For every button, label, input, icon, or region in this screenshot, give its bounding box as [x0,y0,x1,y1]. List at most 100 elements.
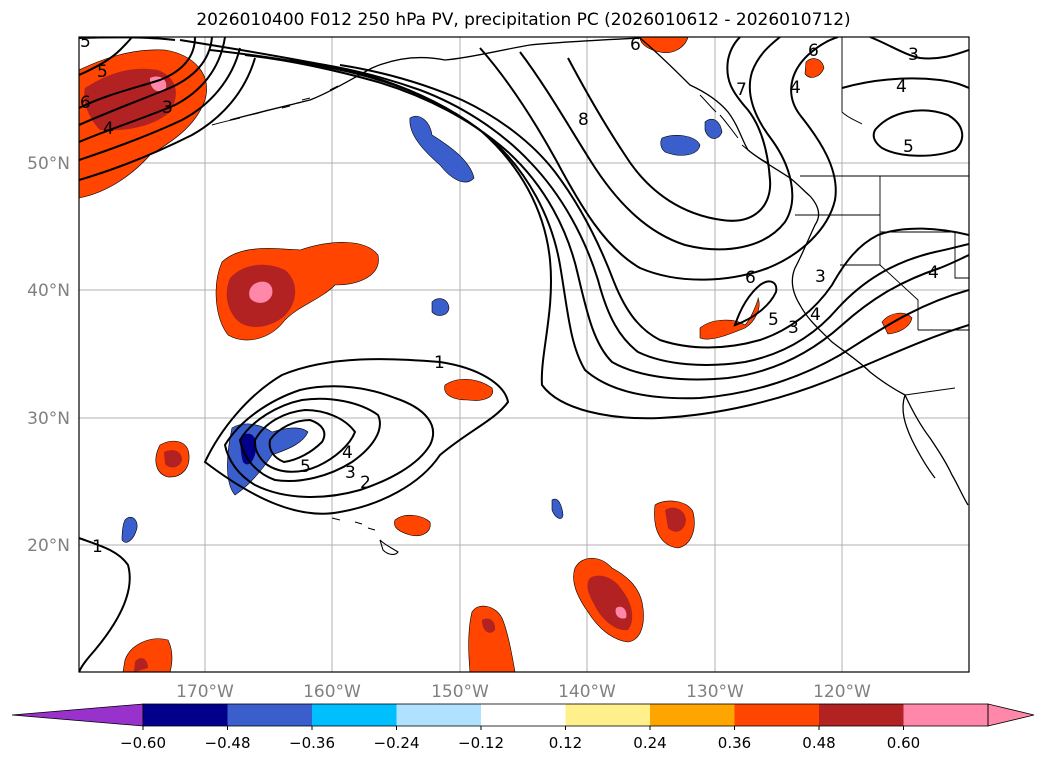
precip-blob-57n-east [804,58,825,78]
pv-contour-2 [223,385,435,498]
border-idaho [879,176,955,233]
border-california-nevada-diag [879,264,919,330]
contour-label: 3 [908,45,919,65]
pv-contour-1-west [79,537,131,672]
contour-label: 4 [342,443,353,463]
contour-label: 4 [810,305,821,325]
contour-label: 8 [578,110,589,130]
precip-blob-sw-corner-core [134,658,148,672]
pv-contour-3 [238,397,381,483]
colorbar-segment [903,704,989,726]
colorbar-tick-label: −0.36 [289,734,335,752]
contour-label: 3 [345,463,356,483]
colorbar-segment [143,704,228,726]
lon-tick-label: 160°W [303,682,361,702]
contour-label: 6 [745,268,756,288]
colorbar-tick-label: 0.24 [633,734,666,752]
pv-contour-nw-3 [79,37,226,143]
colorbar-segment [481,704,566,726]
pv-contour-5 [268,418,326,464]
lat-tick-labels: 50°N 40°N 30°N 20°N [27,154,70,556]
border-us-mexico [904,387,956,396]
pv-contour-4-east [841,77,969,89]
pv-contour-nw-4 [79,47,241,161]
colorbar-segment [819,704,904,726]
colorbar-segment [312,704,397,726]
colorbar-segment [565,704,651,726]
precip-negative-blob-20n [121,516,138,543]
hawaii-islands [331,517,399,555]
lon-tick-label: 120°W [813,682,871,702]
colorbar-segment [227,704,313,726]
precip-blob-32n [444,379,493,401]
precip-blob-south-central [468,605,516,672]
coastline-baja [902,394,936,479]
lon-tick-label: 140°W [558,682,616,702]
pv-contour-5-east [872,109,964,157]
precip-blob-26n-core [164,450,182,468]
contour-label: 4 [896,77,907,97]
contour-label: 5 [97,62,108,82]
lat-tick-label: 50°N [27,154,70,174]
contour-label: 1 [434,353,445,373]
precip-negative-blob-51n [660,135,701,156]
precip-blob-40n-peak [249,281,273,303]
island-archipelago-se-alaska [699,94,769,164]
coastlines [211,37,969,555]
colorbar-extend-high [987,703,1035,727]
aleutian-islands [211,85,339,126]
colorbar-segment [396,704,482,726]
precip-blob-37n-coast [881,312,913,335]
lon-tick-label: 170°W [176,682,234,702]
colorbar-tick-label: 0.12 [549,734,582,752]
contour-label: 5 [80,32,91,52]
contour-label: 4 [928,263,939,283]
colorbar-segment [734,704,820,726]
pv-contour-ridge-3 [244,54,969,381]
coastline-us-west [791,195,969,506]
contour-labels: 1 1 2 3 4 5 5 3 4 6 8 7 6 4 3 5 4 3 6 5 … [80,32,939,557]
colorbar-tick-label: −0.60 [120,734,166,752]
border-alaska-canada [841,37,863,125]
pv-contour-nw-6 [79,37,133,76]
lon-tick-labels: 170°W 160°W 150°W 140°W 130°W 120°W [176,682,871,702]
contour-label: 3 [815,267,826,287]
colorbar-tick-label: −0.48 [205,734,251,752]
map-plot-area [79,37,969,672]
colorbar-tick-label: 0.48 [802,734,835,752]
contour-label: 5 [903,137,914,157]
lat-tick-label: 20°N [27,536,70,556]
precip-shading [79,37,913,672]
borders [795,37,969,396]
map-frame [78,36,970,673]
colorbar-extend-low [11,703,144,727]
contour-label: 2 [360,473,371,493]
precip-negative-blob-52n [409,115,475,183]
coastline-alaska [229,37,749,151]
precip-negative-blob-39n [431,298,450,316]
colorbar-tick-label: 0.36 [718,734,751,752]
pv-contour-7 [519,37,794,251]
lon-tick-label: 130°W [686,682,744,702]
contour-label: 6 [630,35,641,55]
pv-contour-8 [567,37,772,222]
colorbar-segment [650,704,735,726]
colorbar-tick-label: −0.24 [374,734,420,752]
contour-label: 5 [300,457,311,477]
pv-contour-nw-1 [79,37,196,109]
precip-blob-37n [699,297,760,340]
contour-label: 4 [790,78,801,98]
pv-contour-4 [253,408,357,473]
pv-contour-nw-2 [79,37,213,126]
precip-blob-21n [394,514,431,537]
colorbar: −0.60 −0.48 −0.36 −0.24 −0.12 0.12 0.24 0.36 0.4… [11,703,1035,752]
contour-label: 7 [736,80,747,100]
lat-tick-label: 30°N [27,409,70,429]
pv-contour-1-south [203,358,510,515]
colorbar-tick-label: −0.12 [458,734,504,752]
pv-contour-6-small [733,280,778,327]
precip-negative-blob-52n-coast [704,119,723,139]
pv-contour-ridge-5 [339,64,969,349]
contour-label: 6 [80,93,91,113]
